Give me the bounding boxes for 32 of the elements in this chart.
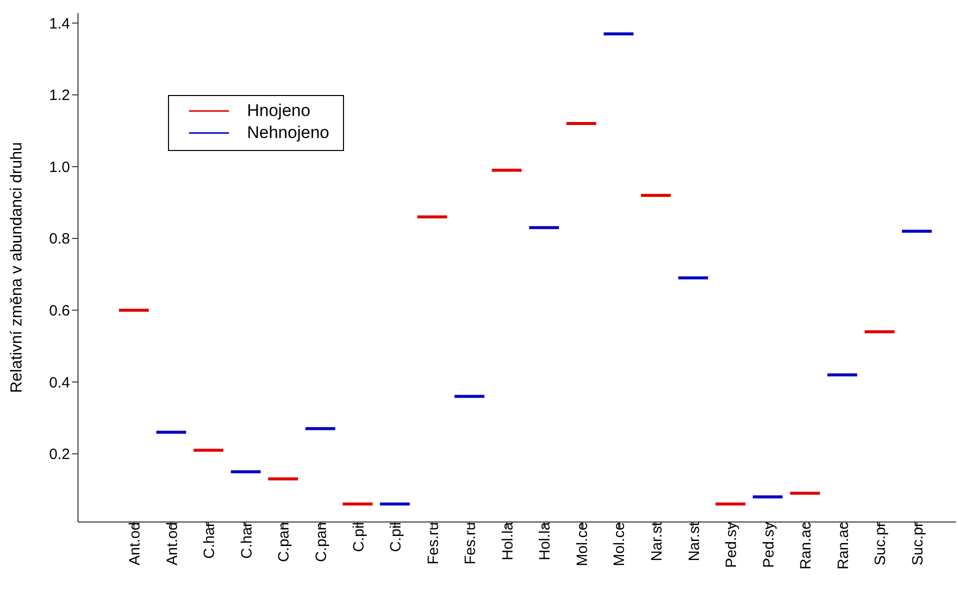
legend-label: Nehnojeno (247, 123, 330, 143)
x-tick-label: Ant.od (126, 522, 144, 566)
x-tick-label: Fes.ru (462, 522, 480, 565)
y-tick-label: 1.2 (49, 87, 70, 104)
x-tick-label: Hol.la (499, 521, 516, 560)
x-tick-label: Ped.sy (723, 522, 740, 568)
y-tick-label: 1.0 (49, 158, 70, 176)
x-tick-label: C.har (238, 522, 256, 559)
x-tick-label: Ped.sy (760, 522, 778, 568)
y-axis-title: Relativní změna v abundanci druhu (8, 142, 26, 393)
x-tick-label: Mol.ce (611, 522, 628, 566)
x-tick-label: C.pil (350, 522, 368, 552)
x-tick-label: Fes.ru (424, 522, 442, 565)
legend-label: Hnojeno (247, 101, 310, 121)
x-tick-label: Suc.pr (872, 522, 890, 566)
x-tick-label: Hol.la (536, 521, 554, 560)
y-tick-label: 0.2 (49, 446, 70, 464)
x-tick-label: C.pil (388, 522, 405, 552)
x-tick-label: Nar.st (686, 521, 703, 562)
x-tick-label: Nar.st (648, 521, 666, 562)
x-tick-label: Suc.pr (910, 522, 927, 566)
x-tick-label: Ran.ac (798, 522, 815, 570)
y-tick-label: 0.8 (49, 230, 70, 248)
x-tick-label: C.har (201, 522, 218, 559)
x-tick-label: C.pan (312, 522, 330, 562)
x-tick-label: Mol.ce (574, 522, 591, 566)
x-tick-label: Ran.ac (834, 522, 852, 570)
y-tick-label: 0.6 (49, 302, 70, 320)
y-tick-label: 1.4 (49, 15, 70, 32)
y-tick-label: 0.4 (49, 374, 70, 392)
x-tick-label: Ant.od (164, 522, 181, 566)
x-tick-label: C.pan (276, 522, 293, 562)
